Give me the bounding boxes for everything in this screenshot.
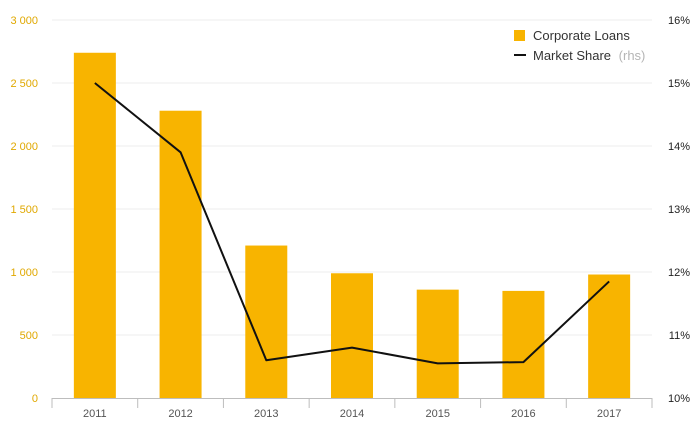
x-tick-label: 2012 xyxy=(168,408,192,420)
market-share-line xyxy=(94,82,610,365)
legend-label-market-share-suffix: (rhs) xyxy=(619,48,646,63)
x-tick-label: 2011 xyxy=(83,408,107,420)
bar xyxy=(416,289,459,398)
right-tick-label: 15% xyxy=(668,78,690,90)
left-tick-label: 1 000 xyxy=(10,267,38,279)
left-tick-label: 2 500 xyxy=(10,78,38,90)
left-tick-label: 2 000 xyxy=(10,141,38,153)
bar xyxy=(245,245,288,398)
right-tick-label: 14% xyxy=(668,141,690,153)
left-tick-label: 1 500 xyxy=(10,204,38,216)
x-tick-label: 2017 xyxy=(597,408,621,420)
right-tick-label: 12% xyxy=(668,267,690,279)
line-series-market-share xyxy=(94,82,610,365)
x-axis: 2011 2012 2013 2014 2015 2016 2017 xyxy=(51,398,653,420)
bar xyxy=(588,274,631,398)
x-tick-label: 2013 xyxy=(254,408,278,420)
legend-label-corporate-loans: Corporate Loans xyxy=(533,28,630,43)
left-tick-label: 0 xyxy=(32,393,38,405)
right-tick-label: 10% xyxy=(668,393,690,405)
x-tick-label: 2014 xyxy=(340,408,364,420)
bar xyxy=(73,52,116,398)
right-y-axis: 10% 11% 12% 13% 14% 15% 16% xyxy=(668,15,690,405)
left-tick-label: 3 000 xyxy=(10,15,38,27)
left-y-axis: 0 500 1 000 1 500 2 000 2 500 3 000 xyxy=(10,15,38,405)
bar-series-corporate-loans xyxy=(73,52,631,398)
bar xyxy=(502,290,545,398)
legend-label-market-share-text: Market Share xyxy=(533,48,611,63)
x-tick-label: 2016 xyxy=(511,408,535,420)
bar xyxy=(159,110,202,398)
right-tick-label: 16% xyxy=(668,15,690,27)
right-tick-label: 11% xyxy=(669,330,690,342)
x-tick-label: 2015 xyxy=(425,408,449,420)
bar xyxy=(331,273,373,398)
right-tick-label: 13% xyxy=(668,204,690,216)
legend-label-market-share: Market Share (rhs) xyxy=(533,48,645,63)
left-tick-label: 500 xyxy=(20,330,38,342)
legend: Corporate Loans Market Share (rhs) xyxy=(514,28,645,63)
legend-swatch-corporate-loans xyxy=(514,30,525,41)
